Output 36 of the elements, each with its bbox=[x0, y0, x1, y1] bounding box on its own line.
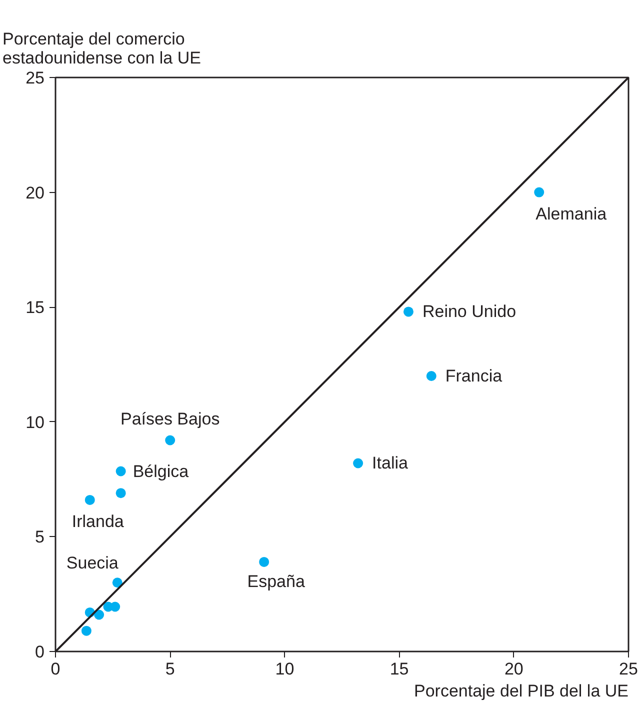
annotation: Reino Unido bbox=[422, 302, 516, 322]
annotation: Francia bbox=[445, 366, 503, 386]
annotation: Países Bajos bbox=[120, 409, 220, 428]
annotation: Italia bbox=[372, 454, 408, 473]
annotation: Suecia bbox=[66, 554, 119, 573]
point bbox=[259, 556, 270, 567]
x-tick-label: 0 bbox=[50, 660, 60, 678]
annotation: Irlanda bbox=[72, 512, 124, 531]
point bbox=[110, 602, 120, 612]
x-tick-label: 15 bbox=[390, 660, 409, 678]
point bbox=[116, 466, 126, 476]
y-tick-label: 15 bbox=[26, 298, 45, 318]
point bbox=[94, 610, 104, 620]
x-tick-label: 10 bbox=[275, 660, 294, 678]
point bbox=[165, 435, 176, 446]
y-tick-label: 20 bbox=[26, 183, 45, 202]
y-tick-label: 0 bbox=[35, 642, 45, 662]
y-tick-label: 10 bbox=[26, 412, 45, 432]
y-tick-label: 5 bbox=[35, 528, 45, 547]
annotation: España bbox=[247, 572, 306, 591]
point bbox=[112, 578, 122, 588]
y-axis-title: Porcentaje del comercio estadounidense con la UE bbox=[2, 30, 201, 68]
annotation: Bélgica bbox=[132, 462, 190, 481]
x-tick-label: 5 bbox=[165, 660, 175, 678]
point bbox=[116, 488, 126, 498]
point bbox=[84, 494, 95, 505]
point bbox=[403, 306, 414, 317]
x-axis-title: Porcentaje del PIB del la UE bbox=[414, 682, 629, 700]
point bbox=[534, 187, 544, 198]
point bbox=[81, 626, 92, 636]
y-tick-label: 25 bbox=[26, 68, 45, 88]
point bbox=[353, 458, 364, 468]
point bbox=[426, 370, 436, 381]
x-tick-label: 25 bbox=[619, 660, 638, 678]
annotation: Alemania bbox=[536, 204, 608, 224]
x-tick-label: 20 bbox=[504, 660, 524, 678]
